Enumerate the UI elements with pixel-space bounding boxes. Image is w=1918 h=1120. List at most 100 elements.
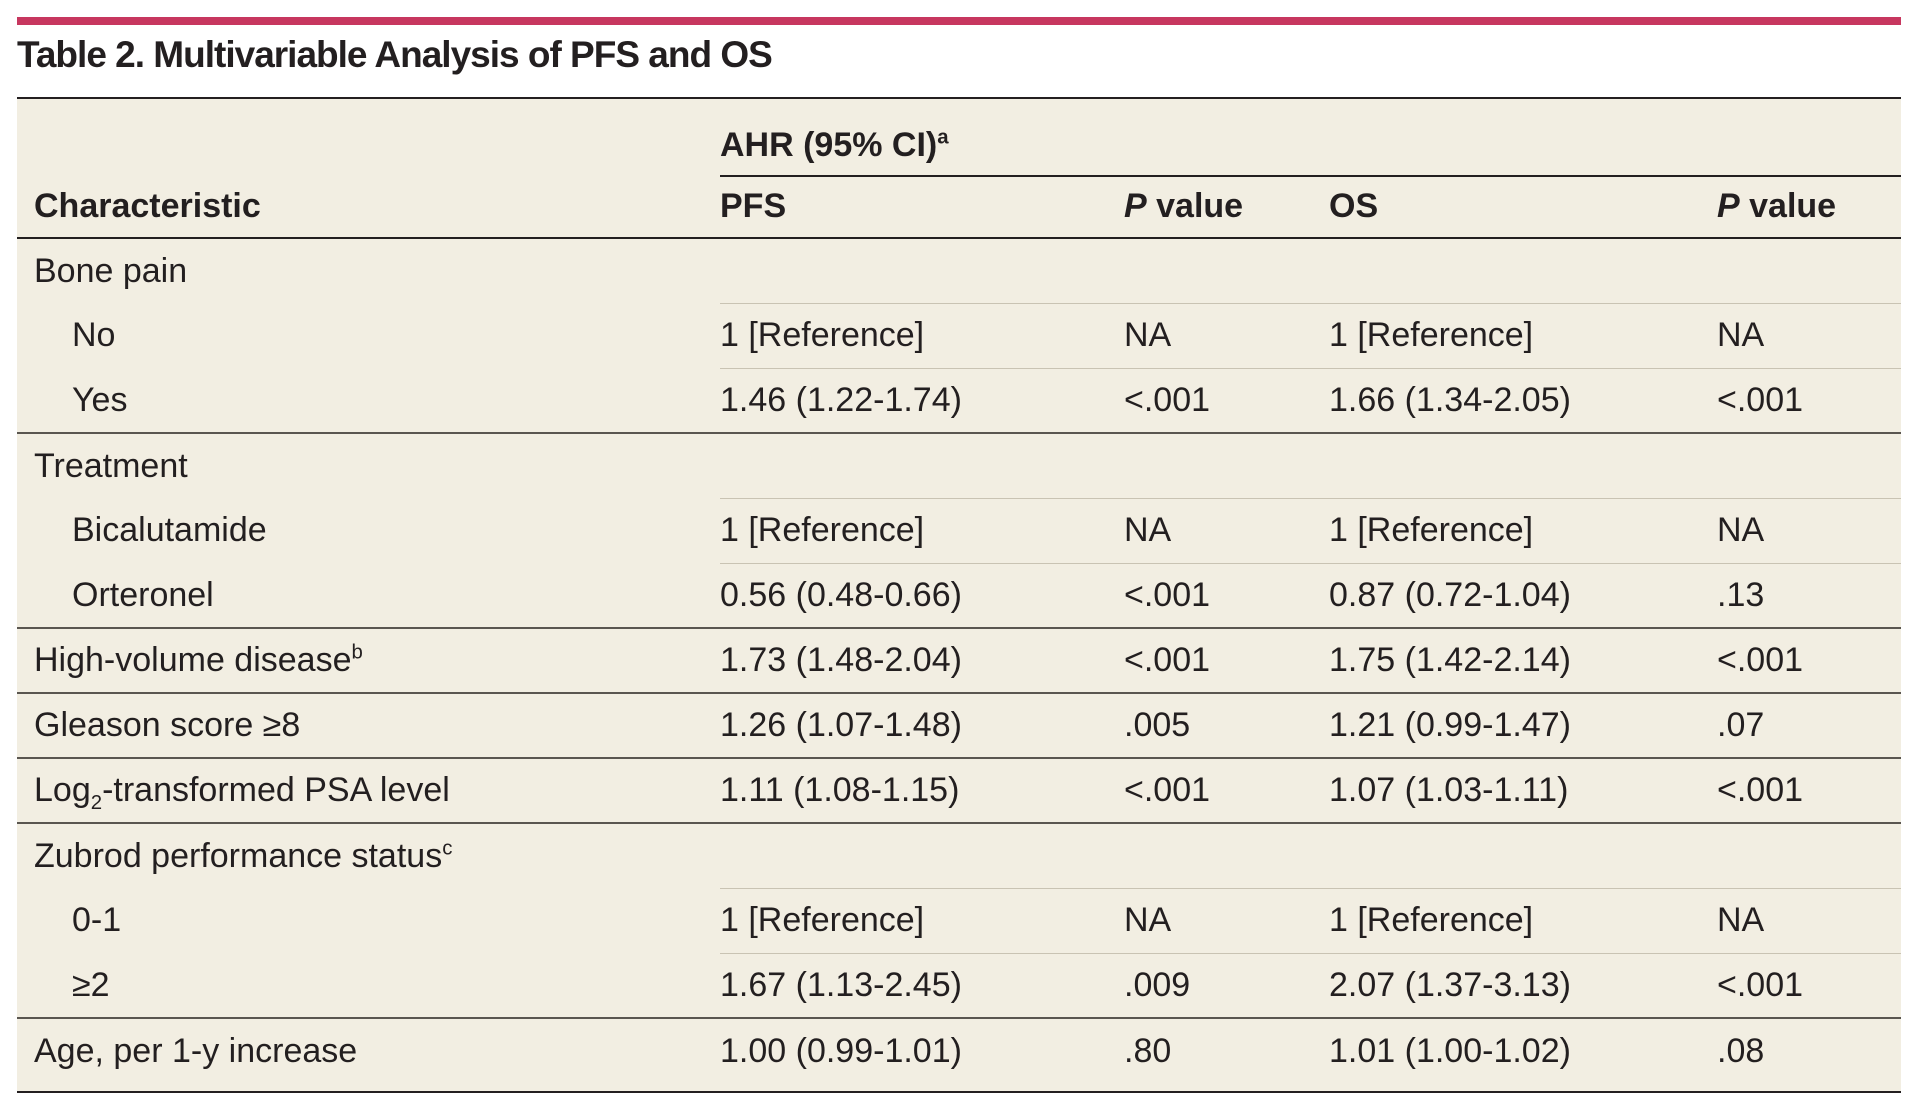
header-spacer <box>17 99 720 175</box>
row-label: No <box>72 316 116 354</box>
pfs-p-value: .005 <box>1124 692 1329 758</box>
os-ahr <box>1329 822 1717 888</box>
os-ahr: 1 [Reference] <box>1329 302 1717 368</box>
row-label: Log2-transformed PSA level <box>17 757 720 823</box>
header-group-row: AHR (95% CI)a <box>17 99 1902 177</box>
col-pfs: PFS <box>720 175 1124 239</box>
os-p-value: NA <box>1717 497 1902 563</box>
col-pfs-p-value: P value <box>1124 175 1329 239</box>
row-label: Age, per 1-y increase <box>17 1017 720 1083</box>
pfs-p-value: NA <box>1124 497 1329 563</box>
os-p-value: <.001 <box>1717 757 1902 823</box>
table-body: Bone pain No 1 [Reference] NA 1 [Referen… <box>17 238 1902 1083</box>
os-p-value <box>1717 822 1902 888</box>
os-ahr: 1.21 (0.99-1.47) <box>1329 692 1717 758</box>
os-p-value: NA <box>1717 887 1902 953</box>
os-p-value: <.001 <box>1717 952 1902 1018</box>
row-label-text: -transformed PSA level <box>102 771 450 809</box>
os-ahr: 0.87 (0.72-1.04) <box>1329 562 1717 628</box>
ahr-label: AHR (95% CI) <box>720 126 938 164</box>
pfs-ahr: 1 [Reference] <box>720 497 1124 563</box>
results-table-container: AHR (95% CI)a Characteristic PFS P value… <box>17 97 1902 1093</box>
table-row: Bicalutamide 1 [Reference] NA 1 [Referen… <box>17 497 1902 563</box>
pfs-ahr: 1.11 (1.08-1.15) <box>720 757 1124 823</box>
pfs-ahr: 1.46 (1.22-1.74) <box>720 367 1124 433</box>
pfs-ahr: 1.73 (1.48-2.04) <box>720 627 1124 693</box>
pfs-p-value: <.001 <box>1124 562 1329 628</box>
table-row: Log2-transformed PSA level 1.11 (1.08-1.… <box>17 757 1902 823</box>
row-label: Gleason score ≥8 <box>17 692 720 758</box>
pfs-p-value <box>1124 822 1329 888</box>
col-os: OS <box>1329 175 1717 239</box>
pfs-ahr: 1 [Reference] <box>720 302 1124 368</box>
pfs-ahr <box>720 822 1124 888</box>
row-label: High-volume diseaseb <box>17 627 720 693</box>
col-characteristic: Characteristic <box>17 175 720 239</box>
footnote-marker: c <box>442 837 453 860</box>
row-label: 0-1 <box>72 901 122 939</box>
pfs-ahr: 1.00 (0.99-1.01) <box>720 1017 1124 1083</box>
os-ahr: 1.01 (1.00-1.02) <box>1329 1017 1717 1083</box>
header-group-label: AHR (95% CI)a <box>720 99 1902 177</box>
pfs-p-value: NA <box>1124 302 1329 368</box>
row-label-text: Zubrod performance status <box>34 836 443 875</box>
row-label: Yes <box>72 380 128 419</box>
row-label: Treatment <box>17 432 720 498</box>
os-p-value: <.001 <box>1717 627 1902 693</box>
results-table: AHR (95% CI)a Characteristic PFS P value… <box>17 99 1902 1083</box>
row-label: ≥2 <box>72 965 110 1004</box>
row-label: Bicalutamide <box>72 511 267 549</box>
pfs-ahr: 1.67 (1.13-2.45) <box>720 952 1124 1018</box>
table-row: Zubrod performance statusc <box>17 822 1902 888</box>
table-row: No 1 [Reference] NA 1 [Reference] NA <box>17 302 1902 368</box>
row-label-text: High-volume disease <box>34 641 352 679</box>
os-p-value: .07 <box>1717 692 1902 758</box>
os-ahr: 2.07 (1.37-3.13) <box>1329 952 1717 1018</box>
os-ahr: 1 [Reference] <box>1329 497 1717 563</box>
os-p-value: .08 <box>1717 1017 1902 1083</box>
pfs-p-value: .009 <box>1124 952 1329 1018</box>
pfs-ahr: 0.56 (0.48-0.66) <box>720 562 1124 628</box>
table-row: Orteronel 0.56 (0.48-0.66) <.001 0.87 (0… <box>17 562 1902 628</box>
table-row: ≥2 1.67 (1.13-2.45) .009 2.07 (1.37-3.13… <box>17 952 1902 1018</box>
pfs-p-value <box>1124 432 1329 498</box>
os-p-value <box>1717 238 1901 303</box>
p-italic: P <box>1124 186 1147 225</box>
ahr-footnote-marker: a <box>937 126 949 149</box>
row-label: Orteronel <box>72 575 214 614</box>
footnote-marker: b <box>351 641 363 664</box>
os-ahr: 1.75 (1.42-2.14) <box>1329 627 1717 693</box>
pfs-ahr: 1 [Reference] <box>720 887 1124 953</box>
pfs-p-value: .80 <box>1124 1017 1329 1083</box>
pfs-p-value: <.001 <box>1124 627 1329 693</box>
pfs-ahr <box>720 238 1124 303</box>
table-row: Yes 1.46 (1.22-1.74) <.001 1.66 (1.34-2.… <box>17 367 1902 433</box>
pfs-p-value: NA <box>1124 887 1329 953</box>
os-ahr: 1.66 (1.34-2.05) <box>1329 367 1717 433</box>
table-header: AHR (95% CI)a Characteristic PFS P value… <box>17 99 1902 239</box>
pfs-p-value <box>1124 238 1329 303</box>
os-ahr: 1.07 (1.03-1.11) <box>1329 757 1717 823</box>
col-os-p-value: P value <box>1717 175 1902 239</box>
p-italic: P <box>1717 186 1740 225</box>
row-label: Zubrod performance statusc <box>17 822 720 888</box>
os-ahr: 1 [Reference] <box>1329 887 1717 953</box>
os-ahr <box>1329 238 1717 303</box>
os-p-value: NA <box>1717 302 1902 368</box>
table-title: Table 2. Multivariable Analysis of PFS a… <box>17 34 773 75</box>
table-row: High-volume diseaseb 1.73 (1.48-2.04) <.… <box>17 627 1902 693</box>
row-label: Bone pain <box>34 251 188 290</box>
table-row: 0-1 1 [Reference] NA 1 [Reference] NA <box>17 887 1902 953</box>
header-column-row: Characteristic PFS P value OS P value <box>17 175 1902 239</box>
accent-bar <box>17 17 1901 25</box>
table-row: Treatment <box>17 432 1902 498</box>
os-p-value: .13 <box>1717 562 1902 628</box>
os-ahr <box>1329 432 1717 498</box>
table-row: Bone pain <box>17 238 1901 303</box>
subscript: 2 <box>90 791 103 814</box>
os-p-value: <.001 <box>1717 367 1902 433</box>
pfs-ahr: 1.26 (1.07-1.48) <box>720 692 1124 758</box>
pfs-p-value: <.001 <box>1124 757 1329 823</box>
p-value-suffix: value <box>1739 186 1837 225</box>
table-row: Gleason score ≥8 1.26 (1.07-1.48) .005 1… <box>17 692 1902 758</box>
